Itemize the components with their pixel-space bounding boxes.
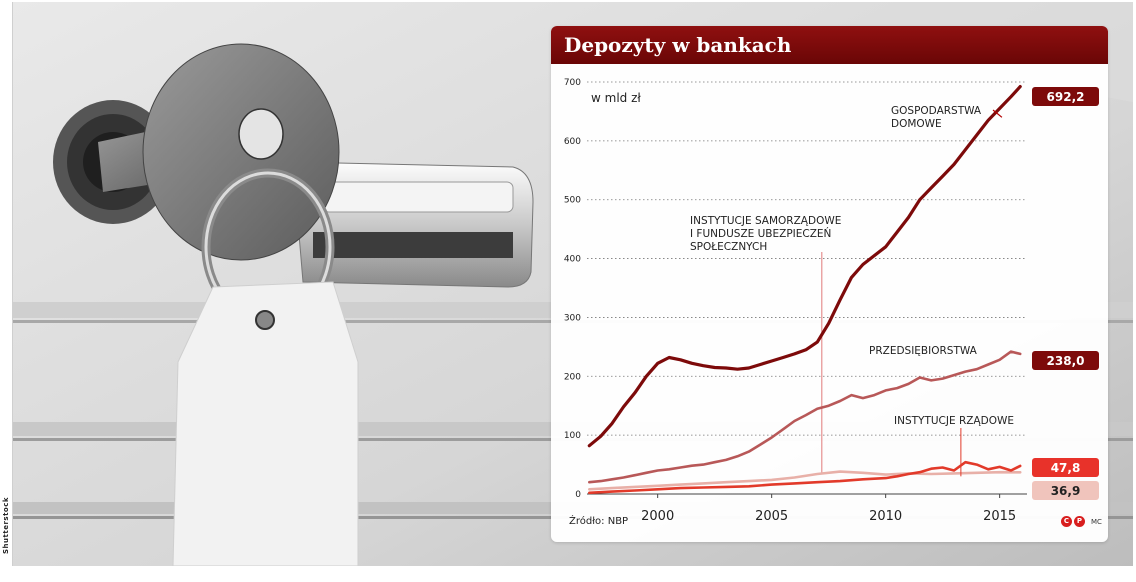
y-tick-label: 700: [564, 78, 581, 88]
end-value-box: [1032, 458, 1099, 477]
annotation-label: I FUNDUSZE UBEZPIECZEŃ: [690, 227, 831, 240]
logo-letter: P: [1074, 516, 1085, 527]
source-note: Źródło: NBP: [569, 516, 629, 527]
y-tick-label: 600: [564, 137, 581, 147]
logo-letter: C: [1061, 516, 1072, 527]
y-tick-label: 400: [564, 255, 581, 265]
end-value-label: 36,9: [1051, 484, 1081, 498]
publisher-logo: C P MC: [1061, 516, 1102, 527]
end-value-box: [1032, 351, 1099, 370]
annotation-label: INSTYTUCJE RZĄDOWE: [894, 415, 1014, 427]
annotation-label: SPOŁECZNYCH: [690, 241, 767, 253]
series-line: [588, 460, 1022, 495]
x-tick-label: 2015: [983, 509, 1016, 524]
annotation-label: DOMOWE: [891, 118, 942, 130]
annotation-label: INSTYTUCJE SAMORZĄDOWE: [690, 215, 841, 227]
x-tick-label: 2000: [641, 509, 674, 524]
chart-title: Depozyty w bankach: [564, 33, 792, 57]
annotation-pointer: [992, 109, 1003, 118]
end-value-box: [1032, 481, 1099, 500]
y-tick-label: 0: [575, 490, 581, 500]
end-value-label: 238,0: [1047, 354, 1085, 368]
y-axis-unit-label: w mld zł: [591, 91, 641, 105]
panel-header: Depozyty w bankach: [551, 26, 1108, 64]
photo-credit: Shutterstock: [2, 496, 10, 554]
end-value-label: 47,8: [1051, 461, 1081, 475]
y-tick-label: 200: [564, 372, 581, 382]
annotation-label: PRZEDSIĘBIORSTWA: [869, 345, 978, 357]
chart-panel: Depozyty w bankach 0 100 200 300 400 500 600 70…: [551, 26, 1108, 542]
x-tick-label: 2010: [869, 509, 902, 524]
line-chart: 0 100 200 300 400 500 600 700 2000 2005 2010 2015 w …: [564, 78, 1099, 524]
y-tick-label: 300: [564, 313, 581, 323]
y-tick-label: 100: [564, 431, 581, 441]
series-line: [588, 470, 1022, 491]
annotation-label: GOSPODARSTWA: [891, 105, 982, 117]
x-tick-label: 2005: [755, 509, 788, 524]
end-value-box: [1032, 87, 1099, 106]
series-line: [588, 350, 1022, 484]
end-value-label: 692,2: [1047, 90, 1085, 104]
y-tick-label: 500: [564, 196, 581, 206]
series-line: [587, 85, 1022, 448]
author-initials: MC: [1091, 517, 1102, 526]
